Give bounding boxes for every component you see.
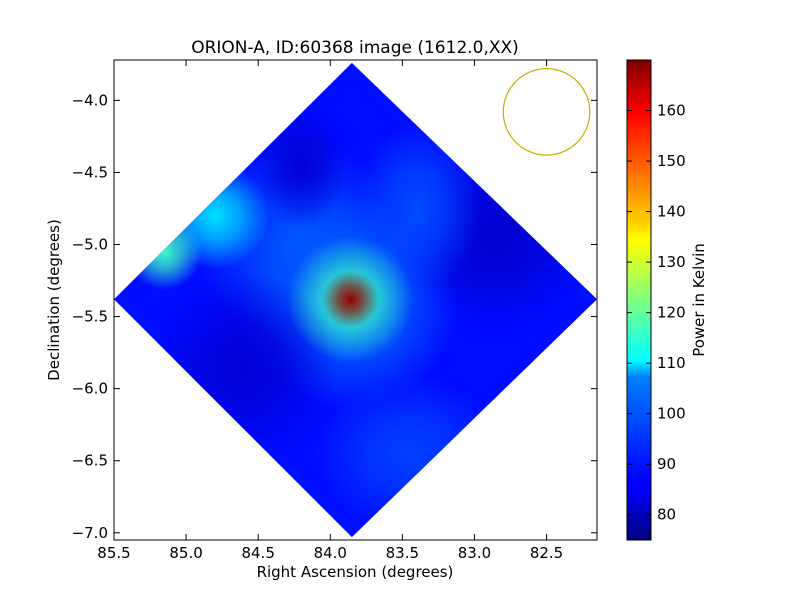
y-tick-label: −4.0 [72,91,108,109]
colorbar: 80 90 100 110 120 130 140 150 160 [626,59,686,541]
y-axis-ticks: −4.0 −4.5 −5.0 −5.5 −6.0 −6.5 −7.0 [72,91,597,542]
chart-title: ORION-A, ID:60368 image (1612.0,XX) [191,38,519,58]
y-tick-label: −5.5 [72,308,108,326]
plot-frame [113,59,598,541]
plot-area: 85.5 85.0 84.5 84.0 83.5 83.0 82.5 −4.0 −4.5 −5.… [72,59,598,562]
x-tick-label: 85.0 [169,544,202,562]
y-axis-label: Declination (degrees) [45,219,63,381]
colorbar-label: Power in Kelvin [690,243,708,357]
x-tick-label: 84.5 [241,544,274,562]
x-tick-label: 83.5 [386,544,419,562]
y-tick-label: −6.5 [72,452,108,470]
colorbar-gradient [627,60,651,540]
heatmap-feature [321,270,380,328]
beam-circle [502,68,591,156]
colorbar-tick-label: 120 [657,304,686,322]
y-tick-label: −7.0 [72,524,108,542]
x-axis-label: Right Ascension (degrees) [257,563,454,581]
colorbar-tick-label: 150 [657,152,686,170]
colorbar-tick-label: 90 [657,455,676,473]
colorbar-ticks: 80 90 100 110 120 130 140 150 160 [627,102,686,524]
y-tick-label: −6.0 [72,380,108,398]
colorbar-tick-label: 100 [657,405,686,423]
y-tick-label: −5.0 [72,236,108,254]
colorbar-tick-label: 130 [657,253,686,271]
colorbar-tick-label: 140 [657,203,686,221]
x-tick-label: 82.5 [530,544,563,562]
colorbar-frame [626,59,652,541]
y-tick-label: −4.5 [72,163,108,181]
x-axis-ticks: 85.5 85.0 84.5 84.0 83.5 83.0 82.5 [97,60,563,562]
x-tick-label: 83.0 [458,544,491,562]
x-tick-label: 85.5 [97,544,130,562]
colorbar-tick-label: 160 [657,102,686,120]
colorbar-tick-label: 110 [657,354,686,372]
x-tick-label: 84.0 [314,544,347,562]
colorbar-tick-label: 80 [657,506,676,524]
